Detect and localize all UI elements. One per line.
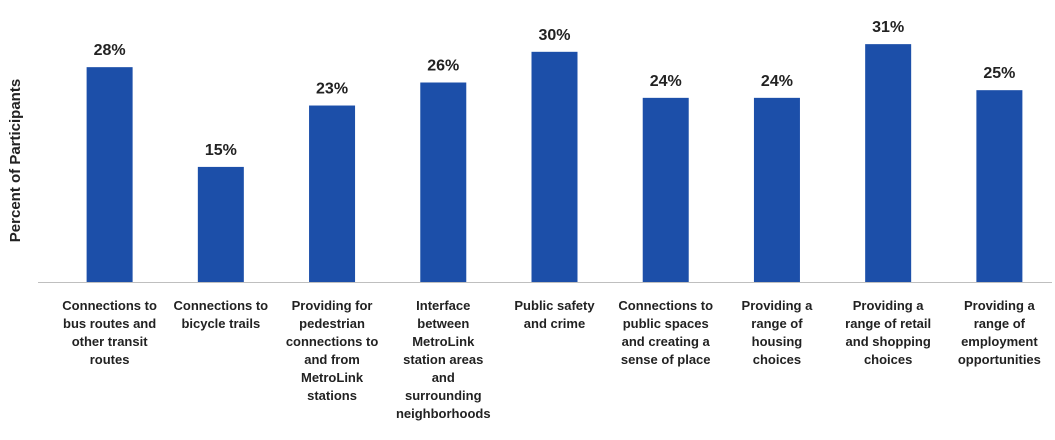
category-label-7: Providing a range of housing choices (741, 298, 813, 367)
category-label-3: Providing for pedestrian connections to … (285, 298, 379, 403)
bar-9 (976, 90, 1023, 282)
category-label-2: Connections to bicycle trails (173, 298, 269, 331)
category-label-5: Public safety and crime (514, 298, 595, 331)
value-label-5: 30% (538, 27, 570, 44)
bar-4 (420, 82, 467, 282)
category-label-4: Interface between MetroLink station area… (395, 298, 491, 421)
bar-5 (531, 51, 578, 282)
value-labels-group: 28% 15% 23% 26% 30% 24% 24% 31% 25% (94, 19, 1016, 159)
value-label-2: 15% (205, 142, 237, 159)
value-label-3: 23% (316, 81, 348, 98)
bar-6 (642, 97, 689, 282)
category-label-8: Providing a range of retail and shopping… (845, 298, 932, 367)
bar-7 (753, 97, 800, 282)
value-label-7: 24% (761, 73, 793, 90)
value-label-6: 24% (650, 73, 682, 90)
bar-1 (86, 67, 133, 283)
value-label-8: 31% (872, 19, 904, 36)
value-label-4: 26% (427, 58, 459, 75)
value-label-1: 28% (94, 42, 126, 59)
bar-8 (865, 44, 912, 282)
category-label-9: Providing a range of employment opportun… (957, 298, 1041, 367)
category-label-6: Connections to public spaces and creatin… (618, 298, 714, 367)
bar-2 (197, 166, 244, 282)
category-label-1: Connections to bus routes and other tran… (62, 298, 157, 367)
bar-3 (309, 105, 356, 283)
value-label-9: 25% (983, 65, 1015, 82)
bars-group (86, 44, 1023, 283)
